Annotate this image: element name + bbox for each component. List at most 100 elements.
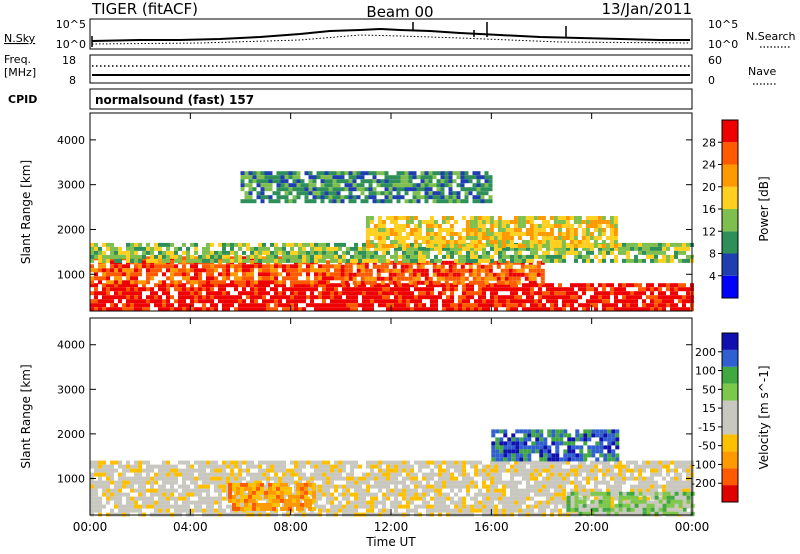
power-echo-cell [578,287,582,292]
power-echo-cell [334,268,338,273]
power-echo-cell [476,195,481,200]
power-echo-cell [202,295,206,300]
power-echo-cell [613,236,618,240]
power-echo-cell [338,299,342,304]
power-echo-cell [609,240,614,244]
velocity-echo-cell [170,496,174,501]
power-echo-cell [400,272,405,277]
power-echo-cell [296,183,301,188]
velocity-echo-cell [518,508,522,513]
power-echo-cell [493,236,498,240]
power-echo-cell [210,307,214,312]
power-echo-cell [186,287,190,292]
power-echo-cell [174,250,178,255]
velocity-echo-cell [102,472,106,477]
power-echo-cell [402,246,406,251]
velocity-echo-cell [410,464,414,469]
power-ytick-label: 1000 [57,268,85,281]
velocity-echo-cell [486,484,490,489]
velocity-echo-cell [530,468,534,473]
power-echo-cell [440,191,445,196]
power-echo-cell [505,228,510,232]
velocity-echo-cell [466,508,470,513]
velocity-echo-cell [310,476,314,481]
velocity-echo-cell [406,468,410,473]
power-echo-cell [472,272,477,277]
velocity-echo-cell [270,464,274,469]
velocity-echo-cell [154,492,158,497]
velocity-echo-cell [562,476,566,481]
power-echo-cell [318,295,322,300]
power-echo-cell [557,228,562,232]
power-echo-cell [392,183,397,188]
velocity-echo-cell [530,488,534,493]
power-echo-cell [398,283,402,288]
velocity-echo-cell [514,460,518,465]
power-echo-cell [328,199,333,204]
power-echo-cell [618,246,622,251]
power-echo-cell [202,283,206,288]
velocity-echo-cell [559,457,564,462]
velocity-echo-cell [567,437,572,442]
power-echo-cell [545,240,550,244]
power-echo-cell [490,254,494,259]
power-echo-cell [381,244,386,248]
velocity-echo-cell [398,492,402,497]
velocity-echo-cell [114,492,118,497]
velocity-echo-cell [266,468,270,473]
power-echo-cell [460,268,465,273]
power-echo-cell [234,295,238,300]
power-echo-cell [593,224,598,228]
power-echo-cell [226,242,230,247]
power-echo-cell [670,295,674,300]
power-echo-cell [102,307,106,312]
power-echo-cell [246,246,250,251]
power-echo-cell [122,287,126,292]
power-echo-cell [422,250,426,255]
power-echo-cell [380,268,385,273]
velocity-echo-cell [499,453,504,458]
velocity-echo-cell [326,464,330,469]
velocity-echo-cell [102,480,106,485]
power-echo-cell [364,268,369,273]
power-echo-cell [312,187,317,192]
velocity-echo-cell [252,502,256,507]
velocity-echo-cell [646,460,650,465]
velocity-echo-cell [498,480,502,485]
power-echo-cell [360,187,365,192]
velocity-echo-cell [503,429,508,434]
velocity-echo-cell [594,480,598,485]
power-echo-cell [369,232,374,236]
power-echo-cell [484,272,489,277]
velocity-echo-cell [526,460,530,465]
velocity-echo-cell [454,464,458,469]
velocity-echo-cell [571,445,576,450]
power-echo-cell [634,307,638,312]
velocity-echo-cell [658,484,662,489]
power-echo-cell [658,287,662,292]
power-echo-cell [394,254,398,259]
power-echo-cell [234,250,238,255]
velocity-echo-cell [286,480,290,485]
power-echo-cell [436,264,441,269]
power-echo-cell [478,258,482,263]
power-echo-cell [650,258,654,263]
power-echo-cell [425,220,430,224]
velocity-echo-cell [274,472,278,477]
velocity-echo-cell [551,453,556,458]
power-echo-cell [382,250,386,255]
power-echo-cell [194,258,198,263]
power-echo-cell [478,254,482,259]
power-echo-cell [417,228,422,232]
velocity-echo-cell [350,468,354,473]
power-echo-cell [244,195,249,200]
velocity-echo-cell [114,488,118,493]
velocity-echo-cell [366,472,370,477]
velocity-echo-cell [510,464,514,469]
velocity-echo-cell [530,460,534,465]
power-echo-cell [389,216,394,220]
velocity-echo-cell [615,453,620,458]
velocity-echo-cell [350,484,354,489]
power-echo-cell [316,195,321,200]
velocity-echo-cell [574,488,578,493]
